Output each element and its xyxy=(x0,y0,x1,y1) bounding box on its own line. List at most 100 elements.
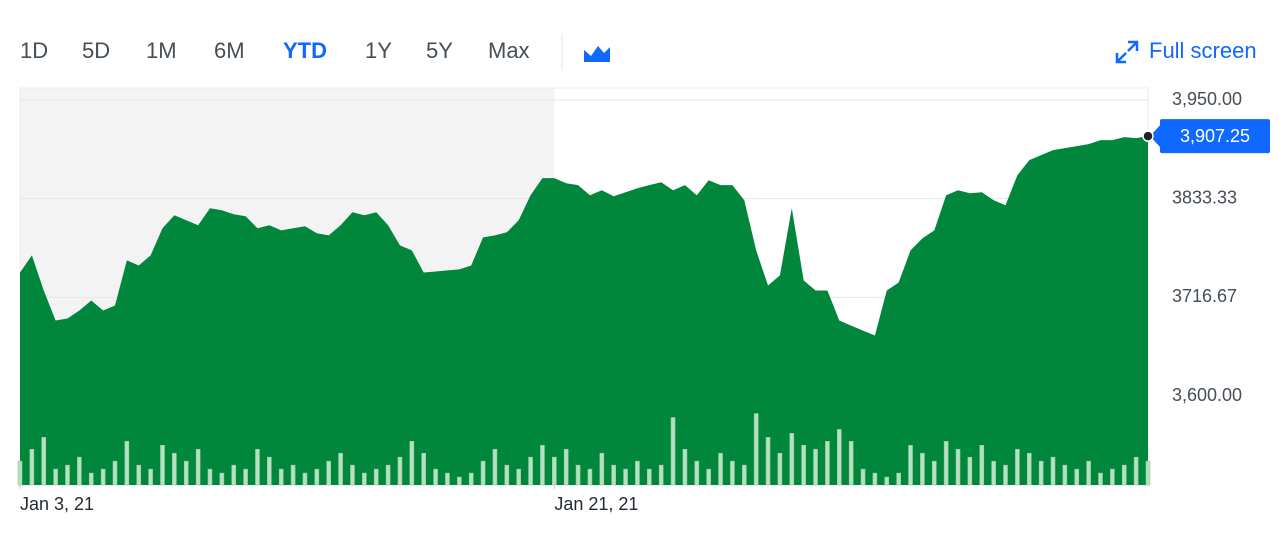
volume-bar xyxy=(433,468,438,486)
volume-bar xyxy=(445,472,450,486)
volume-bar xyxy=(813,448,818,486)
volume-bar xyxy=(599,452,605,486)
volume-bar xyxy=(1133,456,1139,486)
volume-bar xyxy=(1050,456,1056,486)
volume-bar xyxy=(991,460,996,486)
volume-bar xyxy=(397,456,403,486)
volume-bar xyxy=(457,476,462,486)
volume-bar xyxy=(1086,460,1091,486)
volume-bar xyxy=(931,460,937,486)
volume-bar xyxy=(1026,452,1032,486)
volume-bar xyxy=(1062,464,1068,486)
fullscreen-button[interactable]: Full screen xyxy=(1149,38,1257,63)
volume-bar xyxy=(611,464,616,486)
range-tab[interactable]: YTD xyxy=(283,38,327,63)
range-tab[interactable]: 1Y xyxy=(365,38,392,63)
volume-bar xyxy=(694,460,700,486)
volume-bar xyxy=(350,464,355,486)
current-value: 3,907.25 xyxy=(1180,126,1250,146)
range-tab[interactable]: 5D xyxy=(82,38,110,63)
volume-bar xyxy=(943,441,949,486)
volume-bar xyxy=(528,456,533,486)
volume-bar xyxy=(872,472,878,486)
volume-bar xyxy=(338,452,343,486)
chart-type-icon[interactable] xyxy=(584,46,610,62)
volume-bar xyxy=(967,456,973,486)
volume-bar xyxy=(1121,464,1127,486)
current-dot xyxy=(1142,130,1154,142)
volume-bar xyxy=(112,460,118,486)
volume-bar xyxy=(373,468,379,486)
volume-bar xyxy=(231,464,237,486)
volume-bar xyxy=(1038,460,1044,486)
volume-bar xyxy=(647,468,652,486)
volume-bar xyxy=(136,464,142,486)
volume-bar xyxy=(302,472,308,486)
volume-bar xyxy=(575,464,581,486)
volume-bar xyxy=(124,441,130,486)
volume-bar xyxy=(160,444,165,486)
volume-bar xyxy=(765,437,771,486)
range-tab[interactable]: 1M xyxy=(146,38,177,63)
volume-bar xyxy=(17,460,23,486)
current-tag xyxy=(1160,119,1270,154)
range-tab[interactable]: 1D xyxy=(20,38,48,63)
volume-bar xyxy=(53,468,58,486)
volume-bar xyxy=(706,468,711,486)
volume-bar xyxy=(278,468,284,486)
y-tick-label: 3,600.00 xyxy=(1172,385,1242,405)
y-tick-label: 3716.67 xyxy=(1172,286,1237,306)
volume-bar xyxy=(825,441,830,486)
volume-bar xyxy=(884,476,890,486)
y-tick-label: 3,950.00 xyxy=(1172,89,1242,109)
volume-bar xyxy=(183,460,189,486)
volume-bar xyxy=(267,456,272,486)
volume-bar xyxy=(635,460,640,486)
volume-bar xyxy=(552,456,557,486)
volume-bar xyxy=(682,448,688,486)
volume-bar xyxy=(207,468,213,486)
price-area xyxy=(20,136,1148,485)
volume-bar xyxy=(979,444,985,486)
range-tab[interactable]: Max xyxy=(488,38,530,63)
volume-bar xyxy=(1110,468,1115,486)
x-tick-label: Jan 3, 21 xyxy=(20,494,94,514)
volume-bar xyxy=(1145,460,1151,486)
volume-bar xyxy=(492,448,498,486)
volume-bar xyxy=(658,464,664,486)
volume-bar xyxy=(896,472,901,486)
volume-bar xyxy=(326,460,332,486)
volume-bar xyxy=(504,464,510,486)
volume-bar xyxy=(172,452,177,486)
volume-bar xyxy=(516,468,521,486)
volume-bar xyxy=(540,444,545,486)
volume-bar xyxy=(836,429,842,486)
volume-bar xyxy=(718,452,723,486)
volume-bar xyxy=(587,468,593,486)
volume-bar xyxy=(148,468,153,486)
volume-bar xyxy=(409,441,415,486)
range-tab[interactable]: 6M xyxy=(214,38,245,63)
volume-bar xyxy=(385,464,391,486)
fullscreen-icon[interactable] xyxy=(1115,40,1139,64)
volume-bar xyxy=(243,468,248,486)
volume-bar xyxy=(1074,468,1080,486)
volume-bar xyxy=(480,460,486,486)
volume-bar xyxy=(801,444,806,486)
volume-bar xyxy=(88,472,94,486)
volume-bar xyxy=(290,464,296,486)
volume-bar xyxy=(730,460,735,486)
volume-bar xyxy=(421,452,427,486)
volume-bar xyxy=(908,444,913,486)
volume-bar xyxy=(314,468,320,486)
range-tab[interactable]: 5Y xyxy=(426,38,453,63)
volume-bar xyxy=(1015,448,1020,486)
volume-bar xyxy=(195,448,201,486)
volume-bar xyxy=(741,464,747,486)
volume-bar xyxy=(255,448,260,486)
volume-bar xyxy=(777,452,783,486)
volume-bar xyxy=(753,413,759,486)
volume-bar xyxy=(77,456,82,486)
volume-bar xyxy=(920,452,925,486)
volume-bar xyxy=(41,437,47,486)
